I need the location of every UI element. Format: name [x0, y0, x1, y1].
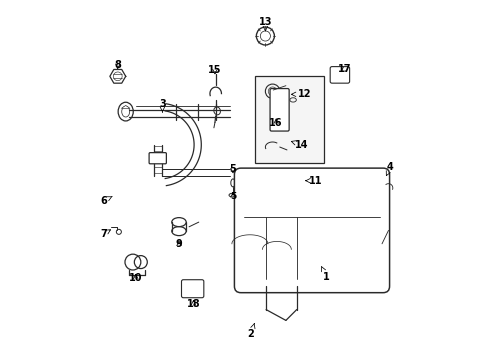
Text: 9: 9 [175, 239, 182, 249]
Text: 14: 14 [291, 140, 307, 150]
Text: 13: 13 [258, 17, 272, 31]
FancyBboxPatch shape [329, 67, 349, 83]
Polygon shape [121, 105, 130, 108]
Text: 5: 5 [229, 192, 236, 201]
Text: 4: 4 [386, 162, 393, 176]
Text: 17: 17 [337, 64, 350, 74]
Bar [255, 76, 323, 163]
Text: 6: 6 [100, 196, 112, 206]
Text: 11: 11 [305, 176, 322, 186]
FancyBboxPatch shape [149, 153, 166, 164]
Text: 15: 15 [208, 65, 221, 75]
Text: 8: 8 [114, 60, 121, 70]
Text: 10: 10 [129, 273, 142, 283]
Text: 12: 12 [291, 89, 311, 99]
Text: 7: 7 [100, 229, 110, 239]
Text: 18: 18 [186, 299, 200, 309]
Text: 3: 3 [159, 99, 165, 112]
Text: 5: 5 [229, 164, 236, 174]
Text: 2: 2 [247, 324, 254, 339]
FancyBboxPatch shape [269, 89, 288, 131]
FancyBboxPatch shape [181, 280, 203, 298]
Text: 16: 16 [269, 118, 283, 128]
FancyBboxPatch shape [234, 168, 389, 293]
Text: 1: 1 [321, 267, 329, 282]
